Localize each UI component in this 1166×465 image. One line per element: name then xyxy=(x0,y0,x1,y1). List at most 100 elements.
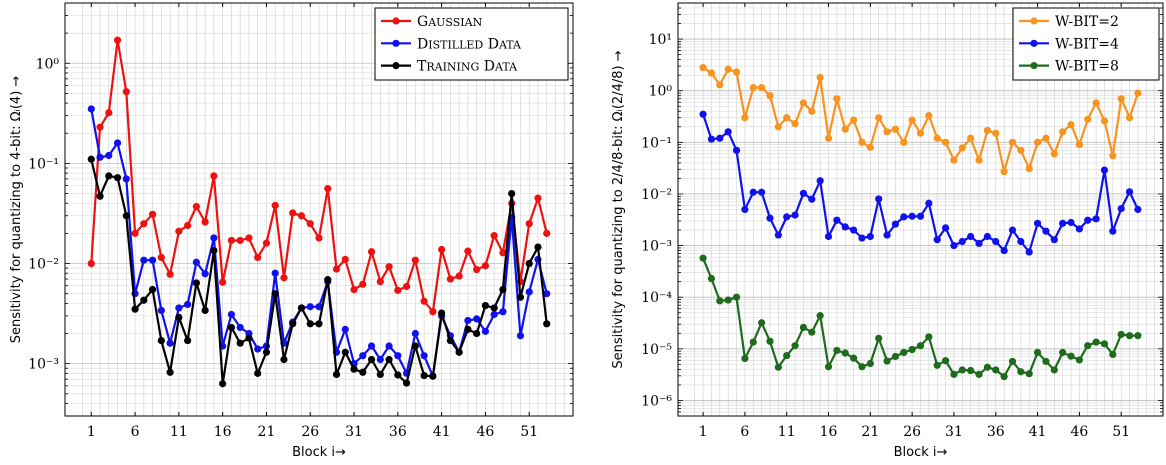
data-point xyxy=(87,155,95,163)
data-point xyxy=(916,342,925,350)
data-point xyxy=(799,99,808,107)
data-point xyxy=(1033,219,1042,227)
data-point xyxy=(933,361,941,369)
data-point xyxy=(376,355,384,364)
data-point xyxy=(148,256,157,264)
data-point xyxy=(724,296,732,304)
data-point xyxy=(315,320,323,328)
data-point xyxy=(774,123,782,131)
data-point xyxy=(210,234,218,242)
data-point xyxy=(429,308,437,316)
data-point xyxy=(96,153,104,161)
data-point xyxy=(438,309,446,317)
data-point xyxy=(1084,115,1092,123)
data-point xyxy=(1025,370,1033,378)
data-point xyxy=(446,275,454,283)
data-point xyxy=(900,138,908,146)
data-point xyxy=(306,320,314,328)
data-point xyxy=(1109,152,1117,160)
data-point xyxy=(816,73,824,82)
y-tick-label: 10⁰ xyxy=(36,56,60,72)
data-point xyxy=(1017,146,1025,154)
data-point xyxy=(148,285,157,294)
legend-label: W-BIT=2 xyxy=(1055,14,1119,30)
data-point xyxy=(866,359,874,368)
data-point xyxy=(210,172,218,180)
data-point xyxy=(455,348,463,356)
legend-label: W-BIT=4 xyxy=(1055,36,1119,52)
data-point xyxy=(122,175,130,183)
data-point xyxy=(925,333,933,341)
data-point xyxy=(850,116,858,124)
data-point xyxy=(236,236,244,245)
data-point xyxy=(140,296,148,304)
data-point xyxy=(473,329,481,338)
data-point xyxy=(455,272,463,280)
data-point xyxy=(824,134,833,142)
data-point xyxy=(271,201,279,210)
legend-swatch-marker xyxy=(1030,39,1038,47)
legend-label-cap: D xyxy=(417,36,428,52)
data-point xyxy=(891,125,900,133)
data-point xyxy=(783,351,791,360)
data-point xyxy=(341,325,349,333)
data-point xyxy=(1084,342,1092,350)
legend-label-rest: RAINING xyxy=(426,61,479,74)
legend-label-cap: T xyxy=(417,59,427,75)
data-point xyxy=(1017,368,1025,376)
data-point xyxy=(716,134,724,142)
data-point xyxy=(1000,246,1008,255)
y-axis: 10⁻³ 10⁻² 10⁻¹ 10⁰ xyxy=(28,2,573,417)
data-point xyxy=(1100,166,1109,174)
data-point xyxy=(749,338,757,346)
data-point xyxy=(1042,134,1050,142)
y-tick-label: 10¹ xyxy=(649,32,672,48)
data-point xyxy=(766,92,774,100)
data-point xyxy=(1134,89,1142,97)
data-point xyxy=(499,249,507,257)
data-point xyxy=(1125,114,1134,122)
x-tick-label: 31 xyxy=(345,424,363,440)
data-point xyxy=(1109,350,1117,359)
data-point xyxy=(1025,248,1033,256)
data-point xyxy=(925,199,933,207)
legend-swatch-marker xyxy=(392,17,400,25)
data-point xyxy=(833,216,841,224)
data-point xyxy=(766,337,774,345)
data-point xyxy=(324,276,332,284)
data-point xyxy=(900,348,908,357)
data-point xyxy=(350,285,358,294)
data-point xyxy=(716,81,724,89)
data-point xyxy=(113,36,122,44)
data-point xyxy=(791,342,799,350)
data-point xyxy=(87,105,95,113)
data-point xyxy=(1042,357,1050,366)
data-point xyxy=(816,312,824,320)
data-point xyxy=(883,357,891,365)
data-point xyxy=(1059,348,1067,357)
data-point xyxy=(341,255,349,263)
x-tick-label: 11 xyxy=(170,424,188,440)
data-point xyxy=(140,256,148,264)
data-point xyxy=(908,116,916,124)
data-point xyxy=(824,232,833,241)
y-axis: 10⁻⁶ 10⁻⁵ 10⁻⁴ 10⁻³ 10⁻² 10⁻¹ 10⁰ 10¹ xyxy=(641,2,1163,417)
x-tick-label: 31 xyxy=(945,424,963,440)
data-point xyxy=(201,218,209,226)
x-tick-label: 46 xyxy=(476,424,494,440)
legend-label-rest: ISTILLED xyxy=(428,38,483,51)
data-point xyxy=(157,306,165,315)
data-point xyxy=(1117,95,1125,103)
legend-label: GAUSSIAN xyxy=(417,14,483,30)
x-tick-label: 46 xyxy=(1070,424,1088,440)
data-point xyxy=(783,114,791,122)
series-group xyxy=(699,64,1142,381)
data-point xyxy=(157,336,165,345)
data-point xyxy=(516,293,525,301)
data-point xyxy=(975,370,983,378)
data-point xyxy=(105,109,113,117)
data-point xyxy=(184,336,192,345)
legend: W-BIT=2 W-BIT=4 W-BIT=8 xyxy=(1012,7,1160,81)
data-point xyxy=(1017,237,1025,246)
